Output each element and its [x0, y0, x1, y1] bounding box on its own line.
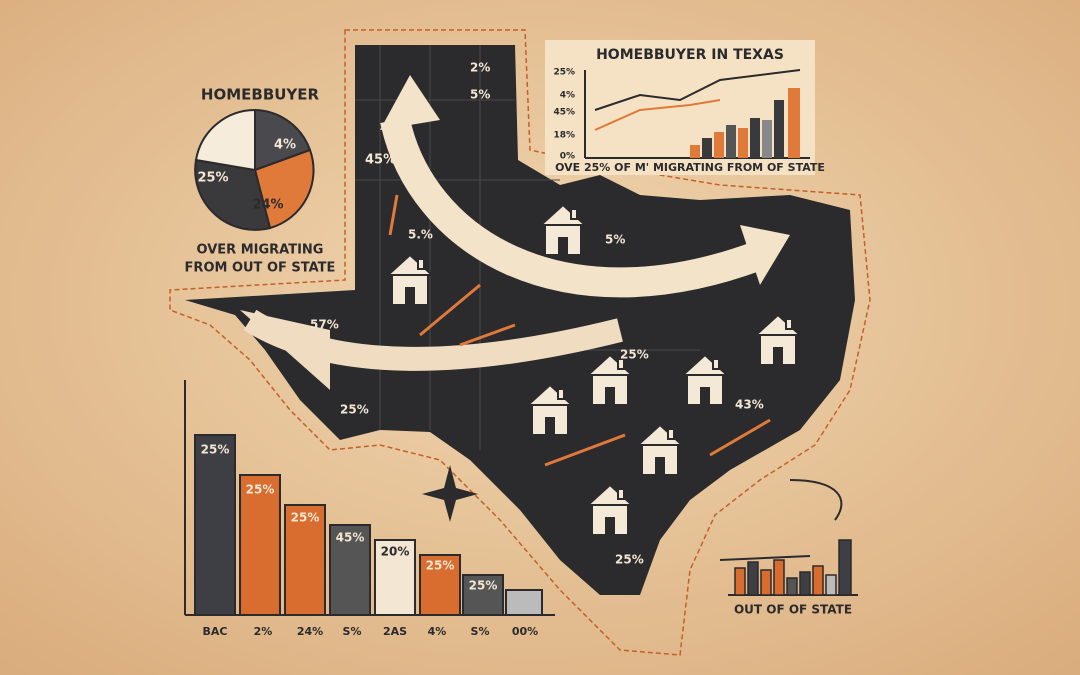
top-chart-bars [690, 88, 800, 158]
compass [422, 465, 478, 522]
bottom-bars [194, 434, 543, 616]
bottom-right-bars [734, 539, 852, 596]
arrow-head [240, 310, 330, 390]
bar-label: 25% [426, 559, 455, 573]
map-label: 5% [605, 233, 625, 247]
axis-label: 0% [560, 152, 575, 162]
arrow-head [380, 75, 440, 130]
x-label: S% [343, 625, 362, 638]
pie-label: 24% [252, 198, 283, 213]
bar-label: 25% [469, 579, 498, 593]
x-label: 24% [297, 625, 323, 638]
x-label: 2AS [383, 625, 407, 638]
bar-label: 25% [246, 483, 275, 497]
bar-label: 20% [381, 545, 410, 559]
axis-label: 4% [560, 91, 575, 101]
small-arrows [388, 194, 771, 467]
x-label: BAC [203, 625, 228, 638]
bar-label: 25% [291, 511, 320, 525]
top-chart-title: HOMEBBUYER IN TEXAS [596, 47, 784, 63]
axis-label: 25% [553, 68, 575, 78]
arrow [719, 555, 811, 561]
curved-arrow [789, 479, 843, 521]
x-label: 00% [512, 625, 538, 638]
top-chart-caption: OVE 25% OF M' MIGRATING FROM OF STATE [555, 161, 825, 174]
map-label: 2% [470, 61, 490, 75]
arrow-head [740, 225, 790, 285]
map-label: 5.% [408, 228, 433, 242]
axis-label: 45% [553, 108, 575, 118]
bar-label: 25% [201, 443, 230, 457]
map-label: 43% [735, 398, 764, 412]
map-label: 57% [310, 318, 339, 332]
map-label: 25% [340, 403, 369, 417]
trend-line [594, 99, 721, 131]
map-label: 25% [615, 553, 644, 567]
bar-label: 45% [336, 531, 365, 545]
map-label: 45% [365, 153, 396, 168]
trend-line [594, 69, 801, 111]
axis-label: 18% [553, 131, 575, 141]
x-label: 4% [428, 625, 447, 638]
texas-map [185, 45, 855, 595]
panel-title: HOMEBBUYER [201, 86, 320, 104]
curved-arrow [380, 116, 766, 298]
panel-caption: OVER MIGRATING [197, 243, 324, 258]
pie [194, 108, 315, 231]
pie-label: 4% [274, 138, 296, 153]
panel-caption: FROM OUT OF STATE [185, 261, 336, 276]
map-label: 25% [620, 348, 649, 362]
map-label: 5% [470, 88, 490, 102]
x-label: S% [471, 625, 490, 638]
pie-label: 25% [197, 171, 228, 186]
bottom-right-caption: OUT OF OF STATE [734, 603, 852, 617]
x-label: 2% [254, 625, 273, 638]
texas-outline [169, 29, 871, 656]
